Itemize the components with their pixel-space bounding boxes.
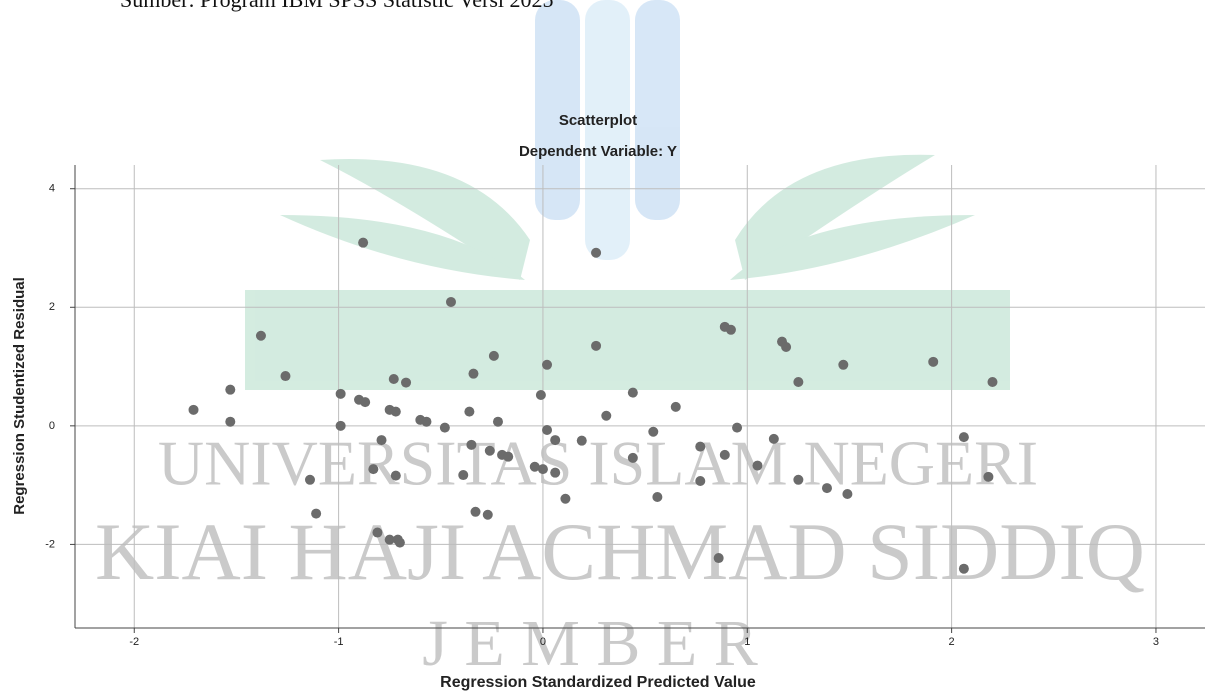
point [390, 470, 401, 481]
watermark-pillar [535, 0, 580, 220]
point [358, 237, 369, 248]
point [484, 445, 495, 456]
point [670, 401, 681, 412]
caption: Sumber: Program IBM SPSS Statistic Versi… [120, 0, 554, 12]
point [695, 441, 706, 452]
point [225, 416, 236, 427]
point [376, 435, 387, 446]
point [652, 491, 663, 502]
point [550, 435, 561, 446]
point [488, 350, 499, 361]
point [503, 451, 514, 462]
watermark-leaf [735, 154, 935, 280]
point [335, 420, 346, 431]
point [725, 324, 736, 335]
chart-subtitle: Dependent Variable: Y [519, 143, 677, 160]
point [928, 356, 939, 367]
point [987, 376, 998, 387]
point [468, 368, 479, 379]
watermark-leaf [280, 215, 525, 280]
chart-title: Scatterplot [559, 112, 637, 129]
watermark-text: UNIVERSITAS ISLAM NEGERI KIAI HAJI ACHMA… [95, 428, 1145, 680]
point [390, 406, 401, 417]
point [492, 416, 503, 427]
watermark-leaf [320, 159, 530, 280]
watermark-pillar [585, 0, 630, 260]
x-tick-label: 1 [744, 636, 750, 648]
x-tick-label: 2 [949, 636, 955, 648]
point [958, 432, 969, 443]
point [695, 475, 706, 486]
point [464, 406, 475, 417]
x-tick-label: -2 [129, 636, 139, 648]
point [752, 460, 763, 471]
watermark-line: UNIVERSITAS ISLAM NEGERI [158, 428, 1038, 499]
y-tick-label: -2 [45, 538, 55, 550]
point [188, 404, 199, 415]
point [304, 474, 315, 485]
point [719, 449, 730, 460]
watermark-leaf [730, 215, 975, 280]
x-tick-label: -1 [334, 636, 344, 648]
point [793, 474, 804, 485]
point [372, 527, 383, 538]
point [394, 537, 405, 548]
watermark-line: J E M B E R [422, 607, 758, 680]
point [280, 371, 291, 382]
x-axis-label: Regression Standardized Predicted Value [440, 674, 756, 691]
point [529, 461, 540, 472]
point [821, 483, 832, 494]
y-axis-label: Regression Studentized Residual [11, 277, 28, 515]
point [388, 374, 399, 385]
point [421, 416, 432, 427]
y-tick-label: 2 [49, 301, 55, 313]
point [445, 296, 456, 307]
point [842, 489, 853, 500]
point [311, 508, 322, 519]
point [768, 433, 779, 444]
y-tick-label: 4 [49, 183, 55, 195]
point [958, 563, 969, 574]
watermark-shapes [245, 0, 1010, 390]
point [838, 359, 849, 370]
point [384, 534, 395, 545]
point [368, 464, 379, 475]
point [732, 422, 743, 433]
point [470, 506, 481, 517]
watermark-pillar [635, 0, 680, 220]
point [591, 340, 602, 351]
point [793, 376, 804, 387]
point [360, 397, 371, 408]
point [225, 384, 236, 395]
point [255, 330, 266, 341]
point [627, 452, 638, 463]
watermark-line: KIAI HAJI ACHMAD SIDDIQ [95, 506, 1145, 597]
point [542, 424, 553, 435]
point [627, 387, 638, 398]
point [458, 470, 469, 481]
point [550, 467, 561, 478]
x-tick-label: 0 [540, 636, 546, 648]
point [537, 464, 548, 475]
point [401, 377, 412, 388]
point [781, 341, 792, 352]
y-tick-label: 0 [49, 420, 55, 432]
x-tick-label: 3 [1153, 636, 1159, 648]
point [439, 422, 450, 433]
point [542, 359, 553, 370]
point [648, 426, 659, 437]
watermark-band [245, 290, 1010, 390]
point [335, 388, 346, 399]
point [591, 247, 602, 258]
point [576, 435, 587, 446]
point [560, 493, 571, 504]
point [601, 410, 612, 421]
point [713, 553, 724, 564]
point [535, 390, 546, 401]
point [983, 471, 994, 482]
point [482, 509, 493, 520]
point [466, 439, 477, 450]
